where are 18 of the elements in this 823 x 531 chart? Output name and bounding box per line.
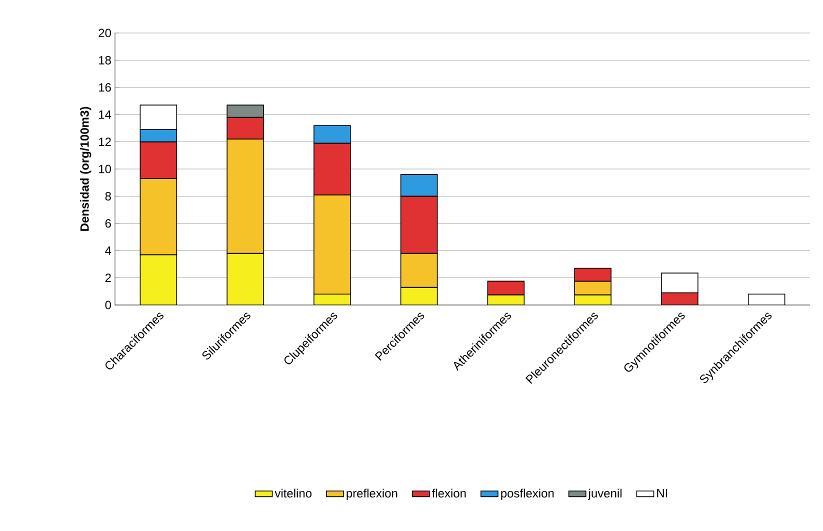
y-tick-label: 6	[105, 219, 111, 228]
y-axis-title: Densidad (org/100m3)	[80, 106, 92, 231]
y-tick-label: 10	[99, 164, 112, 174]
y-tick-label: 20	[98, 28, 112, 38]
y-tick-label: 4	[105, 246, 112, 255]
y-tick-label: 2	[105, 274, 111, 282]
y-tick-label: 8	[105, 192, 111, 200]
legend-label: vitelino	[274, 488, 312, 498]
y-tick-label: 12	[99, 138, 111, 146]
legend-label: flexion	[432, 488, 466, 498]
legend-label: NI	[657, 488, 668, 498]
legend-label: juvenil	[588, 488, 622, 500]
y-tick-label: 18	[99, 56, 111, 64]
y-tick-label: 0	[105, 300, 112, 310]
legend-label: preflexion	[346, 488, 398, 500]
y-tick-label: 16	[99, 83, 111, 92]
legend-label: posflexion	[501, 488, 554, 500]
y-tick-label: 14	[99, 110, 112, 119]
